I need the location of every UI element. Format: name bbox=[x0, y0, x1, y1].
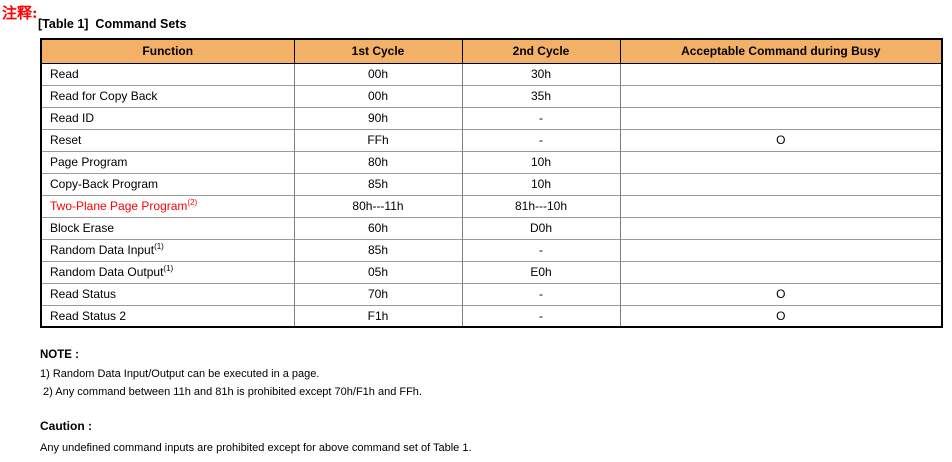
busy-cell: O bbox=[620, 304, 942, 327]
busy-cell bbox=[620, 62, 942, 85]
busy-cell: O bbox=[620, 282, 942, 305]
first-cycle-cell: FFh bbox=[294, 128, 463, 151]
footnote-superscript: (1) bbox=[154, 242, 164, 251]
header-2nd-cycle: 2nd Cycle bbox=[461, 38, 621, 64]
header-acceptable-command-during-busy: Acceptable Command during Busy bbox=[619, 38, 943, 64]
table-row: Random Data Output(1) 05h E0h bbox=[41, 260, 942, 283]
second-cycle-cell: E0h bbox=[462, 260, 621, 283]
table-row: Two-Plane Page Program(2) 80h---11h 81h---… bbox=[41, 194, 942, 217]
busy-cell bbox=[620, 84, 942, 107]
busy-cell bbox=[620, 150, 942, 173]
function-cell: Random Data Input(1) bbox=[41, 238, 295, 261]
function-cell: Reset bbox=[41, 128, 295, 151]
second-cycle-cell: - bbox=[462, 128, 621, 151]
first-cycle-cell: 70h bbox=[294, 282, 463, 305]
command-sets-table: Function 1st Cycle 2nd Cycle Acceptable … bbox=[40, 38, 943, 328]
busy-cell: O bbox=[620, 128, 942, 151]
caution-text: Any undefined command inputs are prohibi… bbox=[40, 442, 472, 454]
function-cell: Read bbox=[41, 62, 295, 85]
footnote-superscript: (1) bbox=[163, 264, 174, 273]
busy-cell bbox=[620, 106, 942, 129]
table-row: Random Data Input(1) 85h - bbox=[41, 238, 942, 261]
function-cell: Two-Plane Page Program(2) bbox=[41, 194, 295, 217]
table-row: Reset FFh - O bbox=[41, 128, 942, 151]
busy-cell bbox=[620, 194, 942, 217]
function-cell: Read Status 2 bbox=[41, 304, 295, 327]
function-cell: Page Program bbox=[41, 150, 295, 173]
function-cell: Block Erase bbox=[41, 216, 295, 239]
function-cell: Random Data Output(1) bbox=[41, 260, 295, 283]
second-cycle-cell: 81h---10h bbox=[462, 194, 621, 217]
second-cycle-cell: - bbox=[462, 282, 621, 305]
function-cell: Read for Copy Back bbox=[41, 84, 295, 107]
busy-cell bbox=[620, 172, 942, 195]
table-row: Read Status 2 F1h - O bbox=[41, 304, 942, 327]
second-cycle-cell: 10h bbox=[462, 172, 621, 195]
second-cycle-cell: - bbox=[462, 238, 621, 261]
table-row: Read for Copy Back 00h 35h bbox=[41, 84, 942, 107]
second-cycle-cell: 30h bbox=[462, 62, 621, 85]
table-row: Block Erase 60h D0h bbox=[41, 216, 942, 239]
first-cycle-cell: F1h bbox=[294, 304, 463, 327]
second-cycle-cell: 10h bbox=[462, 150, 621, 173]
footnote-superscript: (2) bbox=[187, 198, 198, 207]
table-row: Read ID 90h - bbox=[41, 106, 942, 129]
table-row: Copy-Back Program 85h 10h bbox=[41, 172, 942, 195]
first-cycle-cell: 00h bbox=[294, 62, 463, 85]
first-cycle-cell: 80h bbox=[294, 150, 463, 173]
first-cycle-cell: 90h bbox=[294, 106, 463, 129]
note-item-1: 1) Random Data Input/Output can be execu… bbox=[40, 368, 320, 380]
note-item-2: 2) Any command between 11h and 81h is pr… bbox=[40, 386, 422, 398]
busy-cell bbox=[620, 260, 942, 283]
first-cycle-cell: 00h bbox=[294, 84, 463, 107]
table-title: [Table 1] Command Sets bbox=[38, 17, 187, 31]
first-cycle-cell: 80h---11h bbox=[294, 194, 463, 217]
table-row: Read Status 70h - O bbox=[41, 282, 942, 305]
first-cycle-cell: 05h bbox=[294, 260, 463, 283]
table-body: Read 00h 30h Read for Copy Back 00h 35h Read I… bbox=[41, 62, 942, 327]
second-cycle-cell: D0h bbox=[462, 216, 621, 239]
function-cell: Read Status bbox=[41, 282, 295, 305]
first-cycle-cell: 60h bbox=[294, 216, 463, 239]
caution-heading: Caution : bbox=[40, 419, 92, 433]
table-row: Page Program 80h 10h bbox=[41, 150, 942, 173]
table-header-row: Function 1st Cycle 2nd Cycle Acceptable … bbox=[40, 38, 943, 64]
header-function: Function bbox=[40, 38, 295, 64]
busy-cell bbox=[620, 238, 942, 261]
function-cell: Copy-Back Program bbox=[41, 172, 295, 195]
first-cycle-cell: 85h bbox=[294, 172, 463, 195]
second-cycle-cell: 35h bbox=[462, 84, 621, 107]
table-row: Read 00h 30h bbox=[41, 62, 942, 85]
annotation-label: 注释: bbox=[2, 4, 38, 22]
first-cycle-cell: 85h bbox=[294, 238, 463, 261]
second-cycle-cell: - bbox=[462, 304, 621, 327]
note-heading: NOTE : bbox=[40, 349, 79, 361]
second-cycle-cell: - bbox=[462, 106, 621, 129]
busy-cell bbox=[620, 216, 942, 239]
function-cell: Read ID bbox=[41, 106, 295, 129]
header-1st-cycle: 1st Cycle bbox=[293, 38, 463, 64]
